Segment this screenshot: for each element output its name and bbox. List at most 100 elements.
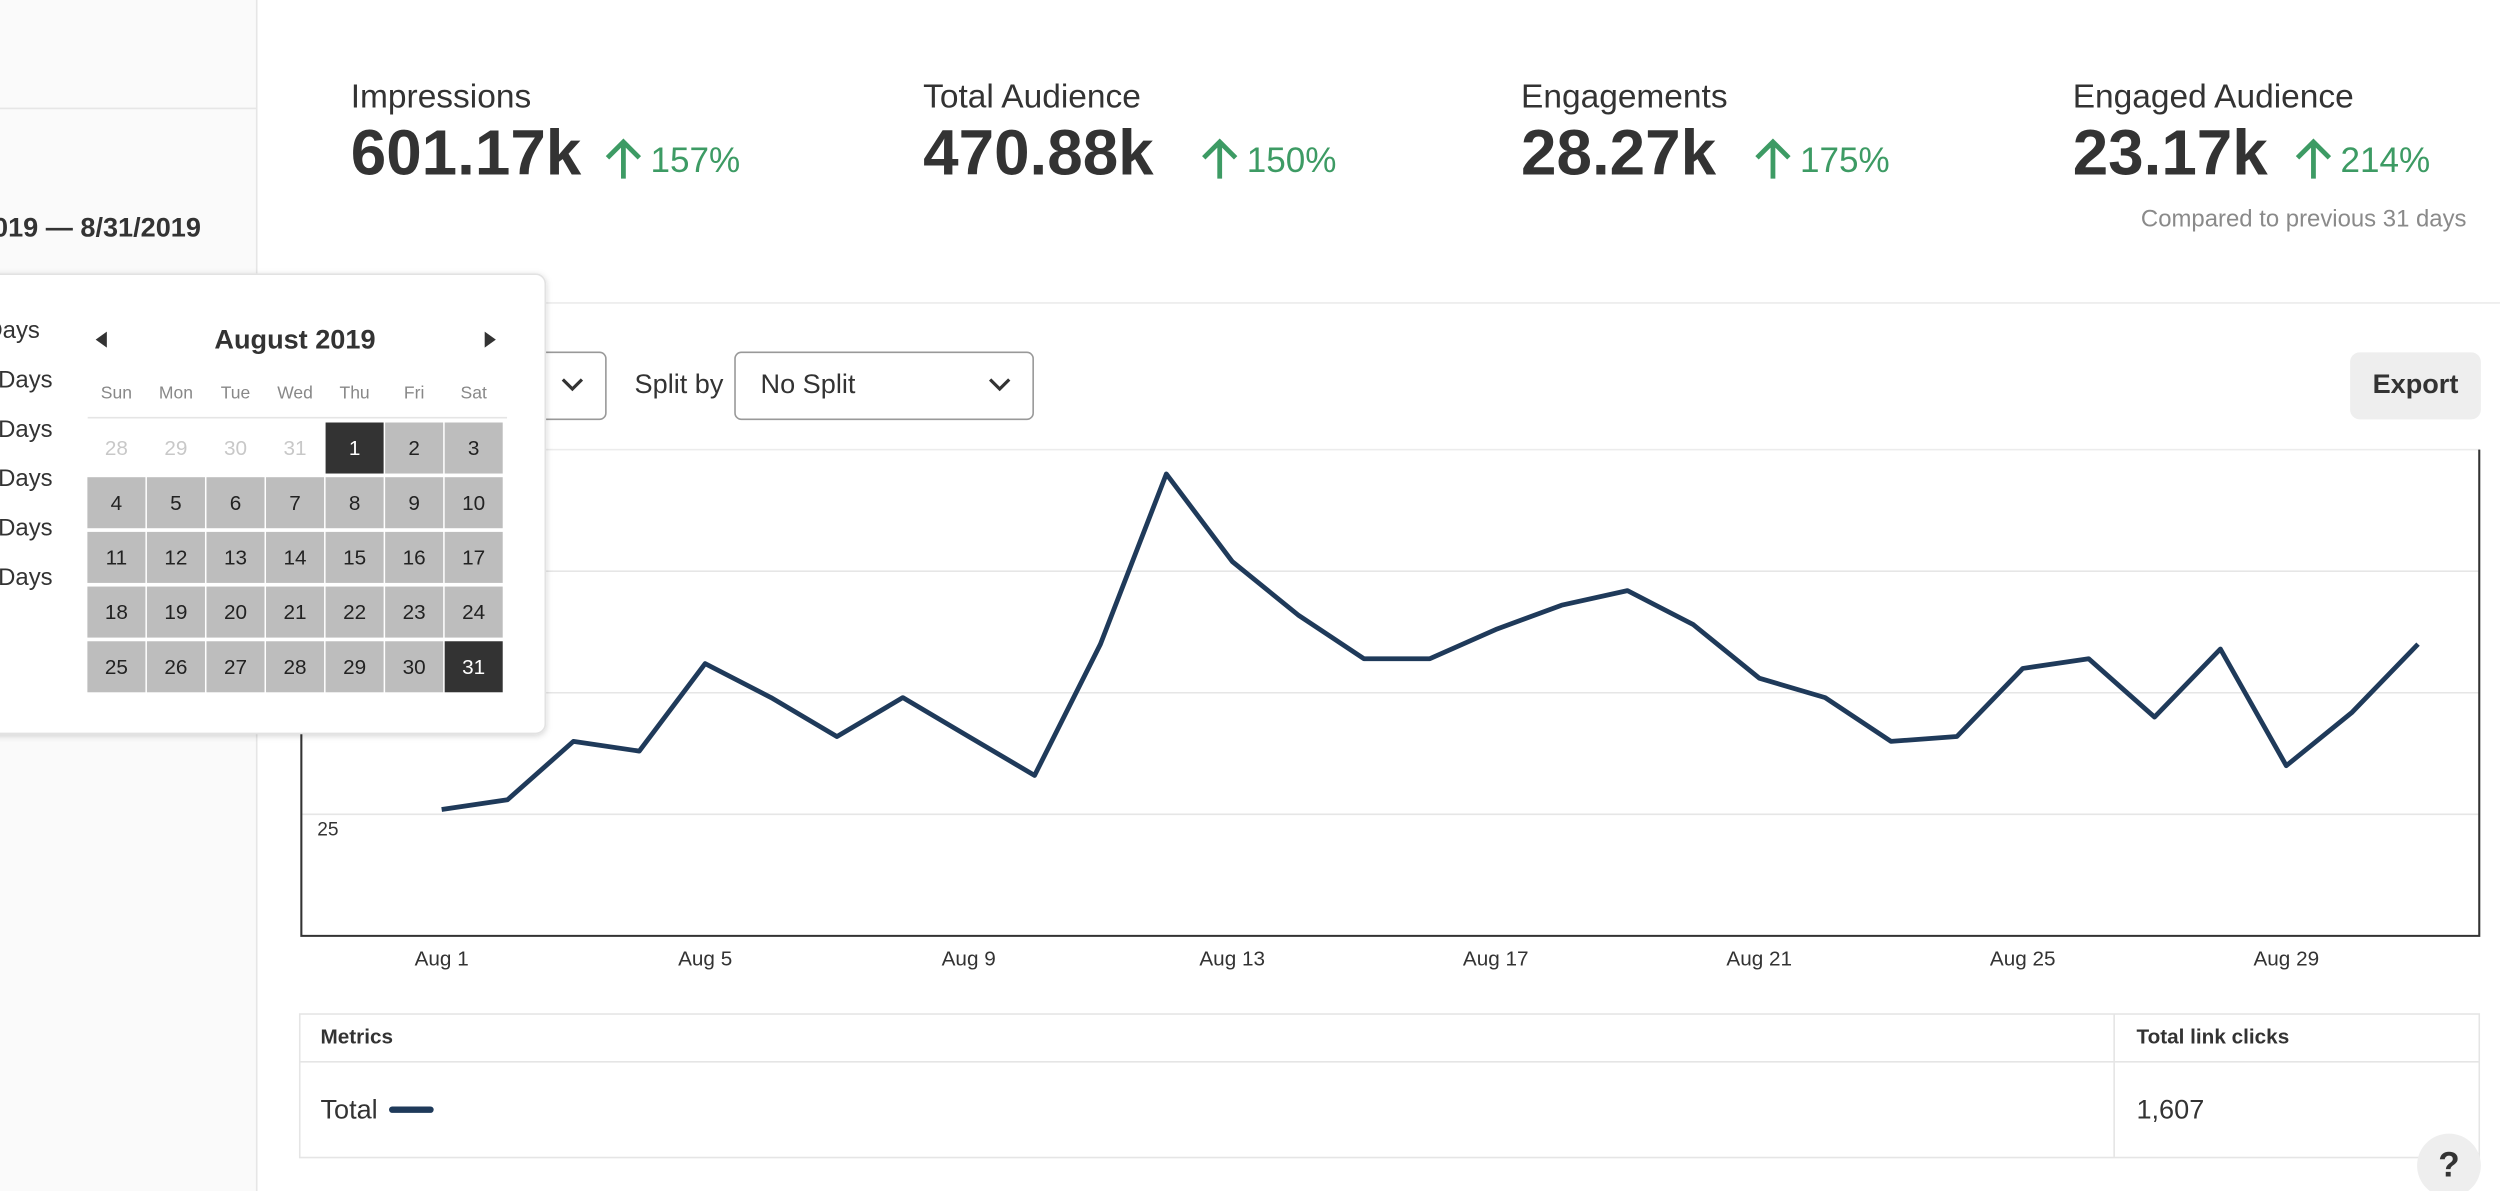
x-tick-label: Aug 25 (1990, 947, 2056, 970)
day-label: 14 (284, 546, 307, 569)
x-tick-label: Aug 9 (942, 947, 996, 970)
day-label: 17 (462, 546, 485, 569)
weekday-label: Tue (221, 382, 251, 402)
day-label: 22 (343, 601, 366, 624)
day-cell[interactable] (385, 477, 444, 529)
calendar-month: August 2019 (214, 323, 375, 354)
weekday-label: Mon (159, 382, 193, 402)
day-cell[interactable] (146, 586, 205, 638)
preset-option[interactable]: Days (0, 564, 53, 591)
day-cell[interactable] (385, 422, 444, 474)
day-cell[interactable] (325, 531, 384, 583)
day-cell[interactable] (146, 531, 205, 583)
metric-change: 175% (1800, 141, 1890, 180)
day-label: 10 (462, 492, 485, 515)
day-cell[interactable] (266, 531, 325, 583)
chevron (988, 378, 1011, 392)
split-dropdown[interactable] (734, 351, 1034, 421)
date-picker: August 2019 Days Days Days Days Days Days Sun M… (0, 273, 547, 735)
table-cell: 1,607 (2136, 1093, 2204, 1124)
day-label: 30 (224, 437, 247, 460)
metric-value: 470.88k (923, 117, 1154, 189)
x-tick-label: Aug 13 (1199, 947, 1265, 970)
help-button[interactable] (2417, 1133, 2481, 1191)
day-cell[interactable] (325, 477, 384, 529)
metric-label: Total Audience (923, 79, 1141, 116)
x-tick-label: Aug 17 (1463, 947, 1529, 970)
day-cell[interactable] (325, 422, 384, 474)
day-label: 7 (289, 492, 301, 515)
x-tick-label: Aug 29 (2253, 947, 2319, 970)
preset-option[interactable]: Days (0, 317, 40, 344)
day-cell[interactable] (325, 641, 384, 693)
day-cell[interactable] (206, 586, 265, 638)
up-arrow (2295, 138, 2332, 179)
day-cell[interactable] (444, 422, 503, 474)
x-tick-label: Aug 21 (1726, 947, 1792, 970)
weekday-label: Thu (340, 382, 370, 402)
preset-option[interactable]: Days (0, 515, 53, 542)
day-cell[interactable] (87, 477, 146, 529)
day-label: 12 (164, 546, 187, 569)
export-button[interactable] (2350, 352, 2481, 420)
day-cell[interactable] (325, 586, 384, 638)
series-line (441, 471, 2420, 812)
day-cell[interactable] (266, 586, 325, 638)
metric-value: 23.17k (2073, 117, 2269, 189)
metric-label: Impressions (351, 79, 531, 116)
day-cell[interactable] (87, 641, 146, 693)
day-label: 29 (164, 437, 187, 460)
prev-month[interactable] (95, 331, 107, 348)
day-cell[interactable] (266, 477, 325, 529)
next-month[interactable] (484, 331, 496, 348)
metric-change: 157% (651, 141, 741, 180)
day-cell[interactable] (385, 586, 444, 638)
day-cell[interactable] (206, 531, 265, 583)
up-arrow (1755, 138, 1791, 179)
weekday-label: Sat (461, 382, 487, 402)
day-label: 19 (164, 601, 187, 624)
day-label: 28 (105, 437, 128, 460)
day-label: 2 (408, 437, 420, 460)
day-cell[interactable] (87, 586, 146, 638)
day-cell[interactable] (266, 641, 325, 693)
metric-label: Engaged Audience (2073, 79, 2354, 116)
day-label: 5 (170, 492, 182, 515)
day-cell[interactable] (444, 586, 503, 638)
up-arrow (605, 138, 642, 179)
day-label: 21 (284, 601, 307, 624)
day-cell[interactable] (444, 477, 503, 529)
chevron (561, 378, 584, 392)
day-label: 15 (343, 546, 366, 569)
day-label: 4 (111, 492, 123, 515)
day-cell[interactable] (385, 641, 444, 693)
day-cell[interactable] (444, 641, 503, 693)
metric-value: 601.17k (351, 117, 582, 189)
day-label: 24 (462, 601, 485, 624)
split-value: No Split (761, 368, 856, 399)
metric-change: 214% (2341, 141, 2431, 180)
day-cell[interactable] (87, 531, 146, 583)
day-label: 1 (349, 437, 361, 460)
metric-label: Engagements (1521, 79, 1728, 116)
day-cell[interactable] (206, 641, 265, 693)
table-header: Metrics (320, 1025, 393, 1048)
day-label: 25 (105, 656, 128, 679)
day-cell[interactable] (206, 477, 265, 529)
day-cell[interactable] (385, 531, 444, 583)
day-label: 11 (106, 546, 128, 569)
table-header: Total link clicks (2136, 1025, 2289, 1048)
day-cell[interactable] (146, 477, 205, 529)
preset-option[interactable]: Days (0, 416, 53, 443)
day-label: 13 (224, 546, 247, 569)
day-cell[interactable] (146, 641, 205, 693)
day-cell[interactable] (444, 531, 503, 583)
day-label: 31 (462, 656, 485, 679)
date-range[interactable]: 019 — 8/31/2019 (0, 212, 201, 243)
weekday-label: Wed (277, 382, 313, 402)
day-label: 31 (284, 437, 307, 460)
preset-option[interactable]: Days (0, 366, 53, 393)
preset-option[interactable]: Days (0, 465, 53, 492)
